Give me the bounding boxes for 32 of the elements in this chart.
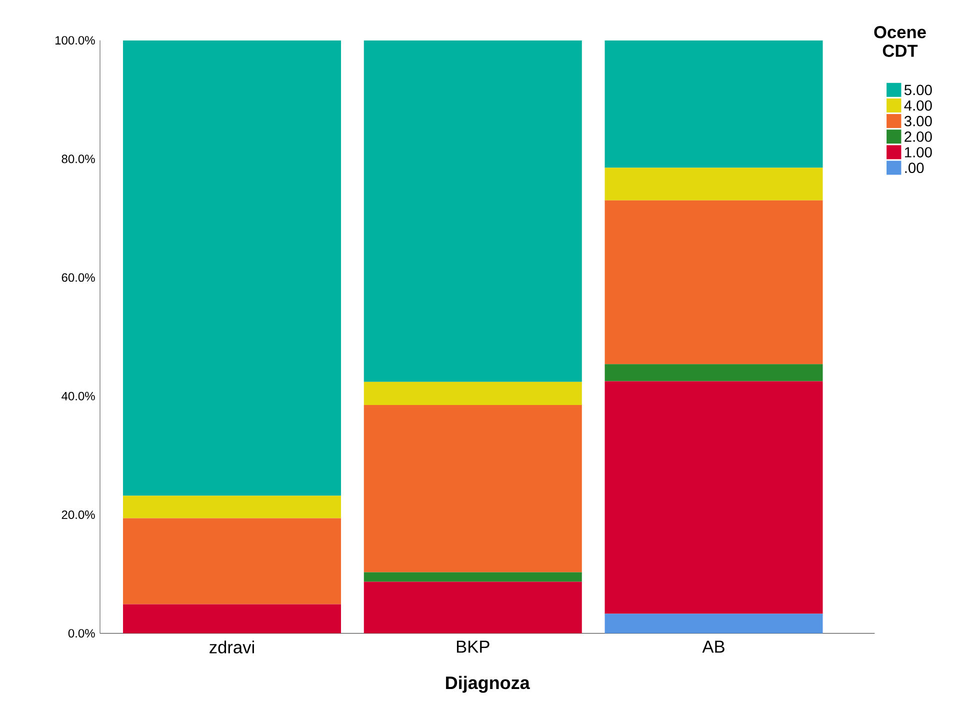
bar: [123, 518, 342, 604]
x-tick-label: AB: [702, 640, 724, 653]
bar: [123, 604, 342, 634]
legend-title: Ocene CDT: [874, 26, 926, 57]
bar: [364, 572, 582, 582]
bar: [123, 40, 342, 496]
y-tick-label: 80.0%: [62, 154, 95, 164]
bar: [364, 405, 582, 572]
bar: [364, 40, 582, 382]
bar: [604, 168, 823, 200]
x-axis-title: Dijagnoza: [446, 676, 530, 693]
y-tick-label: 100.0%: [56, 36, 95, 45]
x-tick-label: BKP: [456, 640, 490, 653]
y-tick-label: 60.0%: [62, 273, 95, 282]
legend-label: 1.00: [905, 147, 932, 158]
legend-label: 4.00: [904, 100, 932, 111]
x-tick-label: zdravi: [210, 640, 254, 654]
bar: [123, 496, 342, 518]
y-tick-label: 40.0%: [62, 392, 95, 400]
legend-label: 5.00: [904, 84, 932, 96]
y-tick-label: 20.0%: [62, 510, 95, 519]
bar: [364, 582, 582, 634]
bar: [604, 381, 823, 614]
bar: [604, 364, 823, 382]
legend-label: 2.00: [904, 132, 932, 142]
bar: [364, 382, 582, 406]
bar: [604, 200, 823, 364]
bar: [604, 614, 823, 634]
bar: [604, 40, 823, 168]
legend-label: 3.00: [904, 116, 932, 126]
y-tick-label: 0.0%: [68, 629, 95, 638]
legend-label: .00: [905, 162, 924, 174]
